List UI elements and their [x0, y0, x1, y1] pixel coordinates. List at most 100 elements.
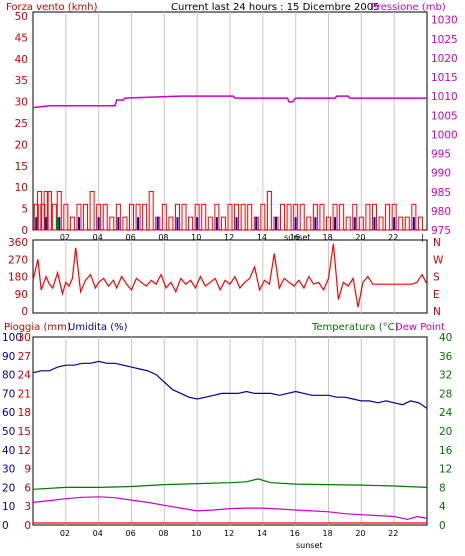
wind-bar [319, 203, 325, 231]
gust-bar [156, 217, 159, 230]
gust-bar [58, 217, 61, 230]
y-tick-direction: 270 [8, 254, 28, 266]
y-tick-wind: 20 [15, 139, 28, 151]
x-tick-top: 20 [355, 233, 365, 242]
gust-bar [294, 217, 297, 230]
wind-bar [40, 203, 46, 231]
wind-bar [220, 216, 226, 231]
wind-bar [69, 216, 75, 231]
y-tick-rain: 24 [18, 370, 32, 382]
wind-bar [207, 216, 213, 231]
gust-bar [97, 217, 100, 230]
y-tick-pressure: 1030 [431, 15, 458, 27]
y-tick-rain: 18 [18, 407, 31, 419]
y-tick-wind: 25 [15, 118, 28, 130]
wind-bar [201, 203, 207, 231]
wind-bar [89, 190, 95, 231]
humidity-line [32, 360, 428, 409]
y-tick-rain: 21 [18, 388, 31, 400]
gust-bar [314, 217, 317, 230]
wind-bar [417, 216, 423, 231]
y-tick-pressure: 990 [431, 168, 451, 180]
wind-bar [129, 203, 134, 231]
wind-title: Forza vento (kmh) [6, 2, 98, 13]
gust-bar [353, 217, 356, 230]
y-tick-wind: 40 [15, 54, 28, 66]
gust-bar [176, 217, 179, 230]
y-tick-temperature: 24 [439, 407, 453, 419]
y-tick-humidity: 0 [2, 520, 9, 532]
gust-bar [137, 217, 140, 230]
y-tick-pressure: 1015 [431, 72, 458, 84]
y-tick-rain: 30 [18, 332, 31, 344]
y-tick-rain: 15 [18, 426, 31, 438]
y-tick-temperature: 16 [439, 445, 453, 457]
y-tick-rain: 12 [18, 445, 31, 457]
y-tick-humidity: 60 [2, 407, 15, 419]
y-tick-pressure: 985 [431, 187, 451, 199]
y-tick-humidity: 50 [2, 426, 15, 438]
wind-bar [306, 216, 312, 231]
wind-bar [109, 216, 115, 231]
wind-bar [46, 190, 52, 231]
y-tick-pressure: 1020 [431, 53, 458, 65]
wind-bar [266, 190, 272, 231]
y-tick-humidity: 100 [2, 332, 22, 344]
gust-bar [412, 217, 415, 230]
gust-bar [215, 217, 218, 230]
dewpoint-title: Dew Point [395, 322, 445, 333]
x-tick-top: 16 [290, 233, 300, 242]
wind-bar [240, 203, 246, 231]
chart-marks: 02 04 06 08 10 12 14 16 18 20 22 |05101520253035404… [2, 11, 458, 538]
y-tick-wind: 10 [15, 182, 28, 194]
x-tick-bottom: 10 [191, 529, 201, 538]
gust-bar [35, 217, 38, 230]
y-tick-direction: 360 [8, 237, 28, 249]
x-tick-top: 08 [158, 233, 168, 242]
wind-bar [161, 203, 167, 231]
x-tick-top: | [421, 233, 424, 242]
x-tick-top: 02 [60, 233, 70, 242]
sunset-label-top: sunset [284, 233, 311, 242]
y-tick-pressure: 1005 [431, 110, 458, 122]
y-tick-temperature: 28 [439, 388, 452, 400]
x-tick-bottom: 14 [257, 529, 267, 538]
wind-bar [188, 216, 194, 231]
gust-bar [45, 217, 48, 230]
x-tick-bottom: 04 [93, 529, 103, 538]
y-tick-pressure: 995 [431, 149, 451, 161]
wind-bar [63, 203, 69, 231]
x-tick-bottom: 18 [323, 529, 333, 538]
compass-label: N [433, 237, 441, 249]
wind-bar [227, 203, 233, 231]
compass-label: W [433, 254, 444, 266]
wind-bar [83, 203, 89, 231]
wind-bar [122, 216, 128, 231]
gust-bar [77, 217, 80, 230]
y-tick-rain: 3 [24, 501, 31, 513]
x-tick-bottom: 12 [224, 529, 234, 538]
y-tick-pressure: 1010 [431, 91, 458, 103]
wind-bar [326, 216, 331, 231]
wind-bar [280, 203, 286, 231]
y-tick-humidity: 70 [2, 388, 15, 400]
x-tick-top: 14 [257, 233, 267, 242]
y-tick-direction: 0 [21, 306, 28, 318]
wind-bar [365, 203, 371, 231]
wind-bar [299, 203, 305, 231]
gust-bar [373, 217, 376, 230]
y-tick-rain: 0 [24, 520, 31, 532]
gust-bar [196, 217, 199, 230]
chart-title: Current last 24 hours : 15 Dicembre 2005 [171, 2, 380, 13]
y-tick-wind: 45 [15, 32, 28, 44]
gust-bar [334, 217, 337, 230]
y-tick-direction: 180 [8, 272, 28, 284]
y-tick-pressure: 975 [431, 225, 451, 237]
wind-bar [404, 216, 410, 231]
y-tick-humidity: 10 [2, 501, 15, 513]
y-tick-temperature: 12 [439, 464, 452, 476]
wind-bar [378, 216, 384, 231]
y-tick-direction: 90 [15, 289, 28, 301]
wind-bar [398, 216, 404, 231]
